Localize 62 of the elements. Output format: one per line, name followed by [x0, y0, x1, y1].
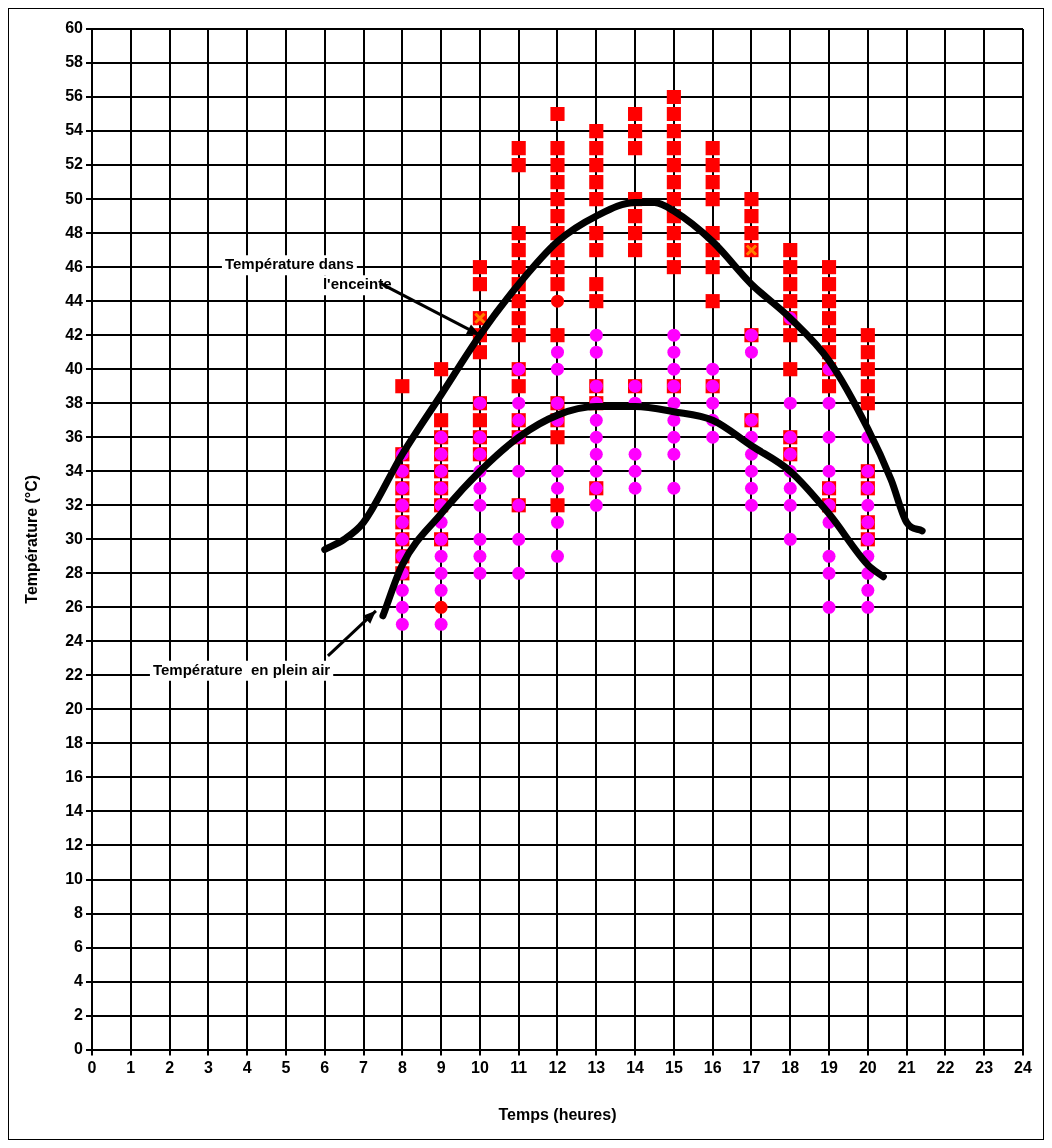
x-tick-label: 5 [281, 1058, 291, 1076]
y-tick-label: 50 [65, 189, 84, 207]
y-tick-label: 46 [65, 257, 84, 275]
y-tick-label: 52 [65, 155, 84, 173]
annotation: Température en plein air [152, 660, 331, 678]
x-tick-label: 13 [587, 1058, 606, 1076]
point [434, 600, 448, 614]
y-tick-label: 60 [65, 19, 84, 37]
y-axis-title: Température (°C) [23, 474, 41, 604]
y-tick-label: 2 [74, 1005, 84, 1023]
x-tick-label: 14 [626, 1058, 645, 1076]
x-tick-label: 15 [664, 1058, 683, 1076]
y-tick-label: 58 [65, 53, 84, 71]
x-tick-label: 3 [203, 1058, 213, 1076]
y-tick-label: 32 [65, 495, 84, 513]
y-tick-label: 4 [74, 971, 84, 989]
x-tick-label: 24 [1014, 1058, 1032, 1076]
y-tick-label: 20 [65, 699, 84, 717]
x-tick-label: 16 [703, 1058, 722, 1076]
y-tick-label: 8 [74, 903, 84, 921]
y-tick-label: 28 [65, 563, 84, 581]
x-tick-label: 20 [858, 1058, 877, 1076]
y-tick-label: 16 [65, 767, 84, 785]
x-tick-label: 18 [781, 1058, 800, 1076]
x-tick-label: 7 [359, 1058, 369, 1076]
x-axis-title: Temps (heures) [498, 1105, 617, 1123]
y-tick-label: 40 [65, 359, 84, 377]
y-tick-label: 10 [65, 869, 84, 887]
x-tick-label: 10 [471, 1058, 489, 1076]
y-tick-label: 26 [65, 597, 84, 615]
y-tick-label: 6 [74, 937, 84, 955]
x-tick-label: 21 [897, 1058, 916, 1076]
x-tick-label: 9 [436, 1058, 446, 1076]
x-tick-label: 12 [548, 1058, 567, 1076]
x-tick-label: 1 [126, 1058, 136, 1076]
y-tick-label: 34 [65, 461, 84, 479]
x-tick-label: 19 [820, 1058, 839, 1076]
y-tick-label: 36 [65, 427, 84, 445]
y-tick-label: 48 [65, 223, 84, 241]
y-tick-label: 54 [65, 121, 84, 139]
x-tick-label: 22 [936, 1058, 955, 1076]
x-tick-label: 6 [320, 1058, 330, 1076]
y-tick-label: 38 [65, 393, 84, 411]
x-tick-label: 11 [510, 1058, 528, 1076]
x-tick-label: 17 [742, 1058, 761, 1076]
x-tick-label: 23 [975, 1058, 994, 1076]
x-tick-label: 0 [87, 1058, 97, 1076]
y-tick-label: 0 [74, 1040, 84, 1058]
y-tick-label: 12 [65, 835, 84, 853]
point [551, 294, 564, 308]
y-tick-label: 42 [65, 325, 84, 343]
y-tick-label: 18 [65, 733, 84, 751]
x-tick-label: 8 [397, 1058, 407, 1076]
x-tick-label: 2 [165, 1058, 175, 1076]
y-tick-label: 24 [65, 631, 84, 649]
y-tick-label: 56 [65, 87, 84, 105]
x-tick-label: 4 [242, 1058, 252, 1076]
annotation: Température dans l'enceinte [224, 255, 392, 293]
y-tick-label: 30 [65, 529, 84, 547]
y-tick-label: 44 [65, 291, 84, 309]
y-tick-label: 22 [65, 665, 84, 683]
y-tick-label: 14 [65, 801, 84, 819]
